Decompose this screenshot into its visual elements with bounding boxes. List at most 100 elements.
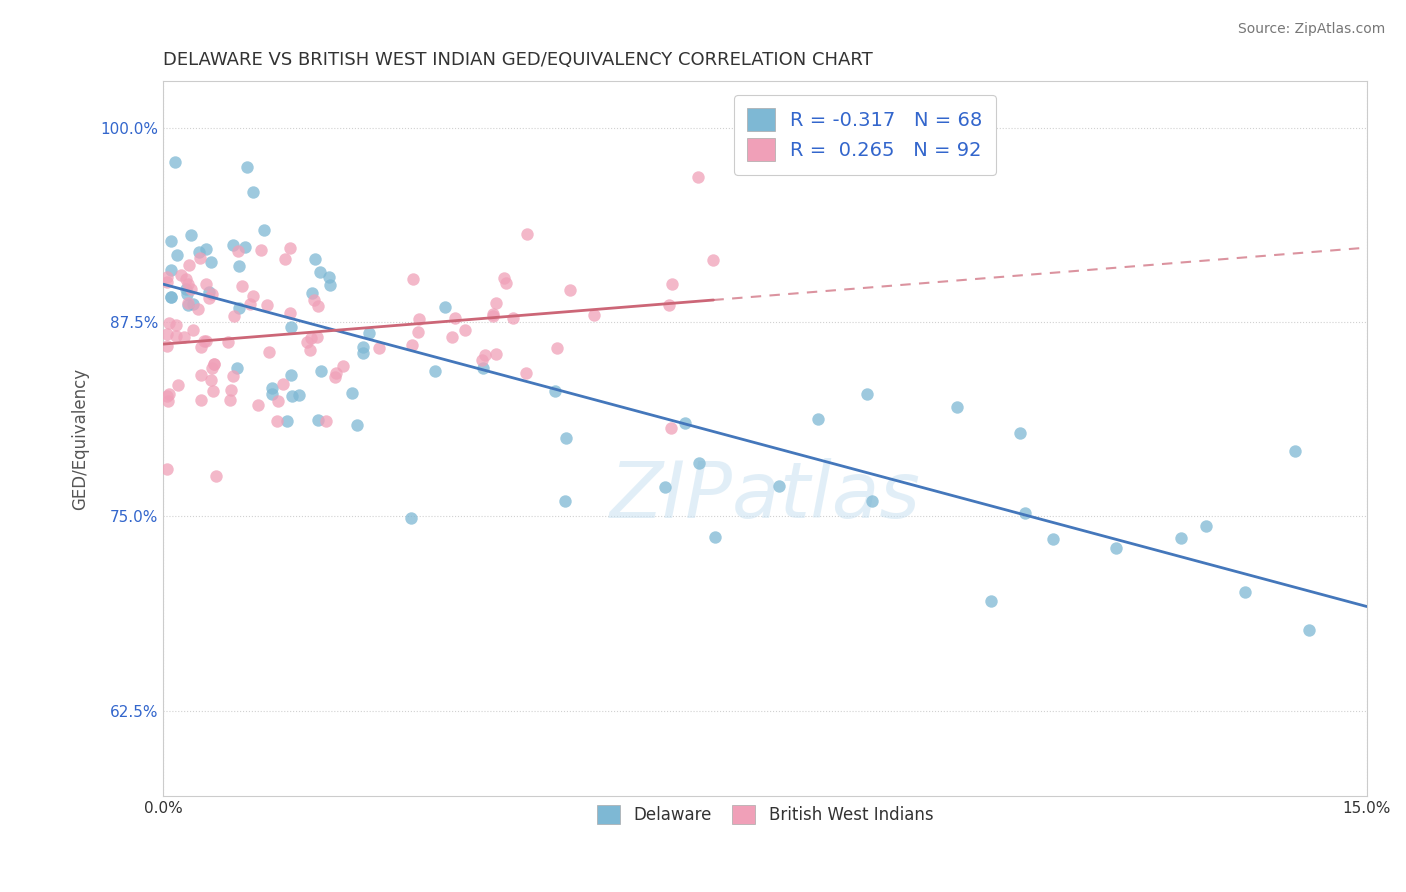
Point (307, 329, 329, 343)
Point (280, 368, 302, 382)
Point (686, 169, 709, 184)
Point (980, 593, 1002, 607)
Point (554, 493, 576, 508)
Point (235, 160, 257, 174)
Point (156, 275, 179, 289)
Point (174, 281, 197, 295)
Point (309, 264, 332, 278)
Point (806, 412, 828, 426)
Point (658, 298, 681, 312)
Point (222, 310, 245, 324)
Point (262, 387, 284, 401)
Point (181, 296, 204, 310)
Point (226, 361, 249, 376)
Point (1105, 541, 1128, 556)
Point (176, 298, 198, 312)
Point (202, 357, 225, 371)
Point (197, 292, 219, 306)
Point (546, 341, 568, 355)
Point (157, 387, 180, 401)
Y-axis label: GED/Equivalency: GED/Equivalency (72, 368, 89, 510)
Point (222, 368, 245, 383)
Point (367, 341, 389, 355)
Point (228, 259, 250, 273)
Point (201, 360, 224, 375)
Point (1014, 506, 1036, 520)
Point (704, 530, 727, 544)
Point (495, 276, 517, 290)
Point (231, 279, 253, 293)
Point (423, 364, 446, 378)
Point (165, 154, 187, 169)
Point (323, 369, 346, 384)
Point (659, 420, 682, 434)
Point (482, 309, 505, 323)
Point (307, 299, 329, 313)
Point (304, 252, 326, 266)
Point (193, 334, 215, 348)
Point (176, 286, 198, 301)
Point (195, 334, 218, 348)
Point (190, 392, 212, 407)
Point (200, 254, 222, 268)
Point (482, 307, 505, 321)
Point (856, 387, 879, 401)
Point (218, 392, 240, 407)
Point (271, 376, 294, 391)
Point (278, 305, 301, 319)
Point (295, 334, 318, 349)
Point (1010, 425, 1032, 440)
Point (558, 283, 581, 297)
Point (444, 310, 467, 325)
Point (194, 242, 217, 256)
Text: ZIPatlas: ZIPatlas (610, 458, 921, 534)
Point (352, 346, 374, 360)
Point (156, 326, 179, 341)
Point (176, 295, 198, 310)
Point (688, 456, 710, 470)
Point (276, 414, 298, 428)
Point (201, 286, 224, 301)
Point (174, 272, 197, 286)
Point (239, 297, 262, 311)
Point (702, 252, 724, 267)
Point (515, 366, 537, 380)
Text: DELAWARE VS BRITISH WEST INDIAN GED/EQUIVALENCY CORRELATION CHART: DELAWARE VS BRITISH WEST INDIAN GED/EQUI… (163, 51, 873, 69)
Point (302, 293, 325, 307)
Point (190, 340, 212, 354)
Point (408, 312, 430, 326)
Point (1170, 531, 1192, 545)
Point (219, 383, 242, 397)
Point (673, 416, 696, 430)
Point (454, 323, 477, 337)
Point (582, 308, 605, 322)
Point (201, 384, 224, 398)
Point (156, 270, 179, 285)
Point (288, 388, 311, 402)
Point (160, 234, 183, 248)
Point (278, 241, 301, 255)
Point (307, 413, 329, 427)
Point (156, 389, 179, 403)
Point (654, 480, 676, 494)
Point (471, 353, 494, 368)
Point (250, 243, 273, 257)
Point (198, 285, 221, 300)
Point (318, 277, 340, 292)
Point (170, 268, 193, 282)
Point (399, 510, 422, 524)
Point (183, 323, 205, 337)
Legend: Delaware, British West Indians: Delaware, British West Indians (586, 795, 943, 834)
Point (179, 258, 201, 272)
Point (190, 252, 212, 266)
Point (401, 338, 423, 352)
Point (166, 248, 188, 262)
Point (357, 326, 380, 341)
Point (441, 329, 464, 343)
Point (325, 367, 347, 381)
Point (157, 317, 180, 331)
Point (402, 272, 425, 286)
Point (484, 347, 506, 361)
Point (180, 227, 202, 242)
Point (173, 330, 195, 344)
